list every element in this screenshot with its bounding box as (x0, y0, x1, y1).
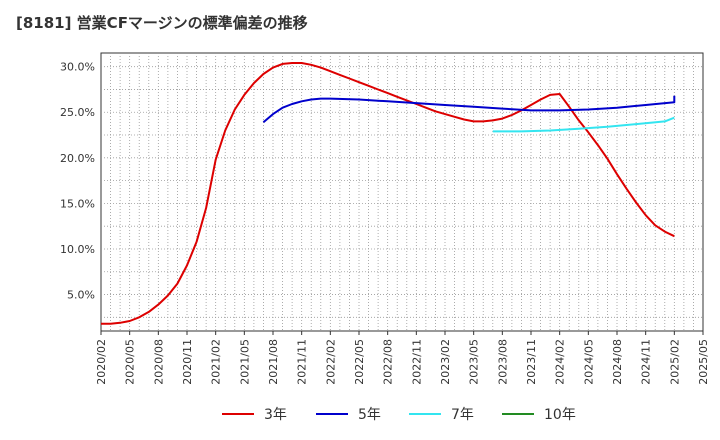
y-tick-label: 5.0% (67, 289, 95, 302)
x-tick-label: 2025/02 (668, 339, 681, 385)
y-tick-label: 20.0% (60, 152, 95, 165)
x-tick-label: 2023/08 (496, 339, 509, 385)
series-layer (101, 62, 676, 325)
x-tick-label: 2021/02 (210, 339, 223, 385)
x-tick-label: 2020/08 (152, 339, 165, 385)
y-tick-label: 25.0% (60, 106, 95, 119)
x-tick-label: 2024/11 (640, 339, 653, 385)
series-line-1 (101, 62, 675, 325)
legend-label: 5年 (358, 407, 381, 423)
x-tick-label: 2025/05 (697, 339, 710, 385)
series-line-3 (492, 116, 675, 133)
x-tick-label: 2024/02 (554, 339, 567, 385)
legend-layer: 3年 5年 7年 10年 (222, 407, 576, 423)
chart-title: [8181] 営業CFマージンの標準偏差の推移 (16, 14, 308, 32)
x-tick-label: 2022/11 (410, 339, 423, 385)
series-line-2 (262, 95, 676, 124)
y-tick-label: 10.0% (60, 243, 95, 256)
legend-label: 3年 (264, 407, 287, 423)
legend-label: 7年 (451, 407, 474, 423)
legend-label: 10年 (544, 407, 576, 423)
y-tick-label: 30.0% (60, 61, 95, 74)
x-tick-label: 2020/02 (95, 339, 108, 385)
x-tick-label: 2024/05 (582, 339, 595, 385)
x-tick-label: 2020/11 (181, 339, 194, 385)
x-tick-label: 2020/05 (124, 339, 137, 385)
x-tick-label: 2021/11 (296, 339, 309, 385)
grid-layer (100, 52, 704, 332)
x-tick-label: 2021/05 (238, 339, 251, 385)
x-tick-label: 2022/08 (382, 339, 395, 385)
x-tick-label: 2023/05 (468, 339, 481, 385)
x-tick-label: 2023/11 (525, 339, 538, 385)
x-tick-label: 2022/05 (353, 339, 366, 385)
x-tick-label: 2024/08 (611, 339, 624, 385)
x-tick-label: 2022/02 (324, 339, 337, 385)
x-tick-label: 2023/02 (439, 339, 452, 385)
y-tick-label: 15.0% (60, 197, 95, 210)
axis-layer: 5.0% 10.0% 15.0% 20.0% 25.0% 30.0% 2020/02 2020… (60, 61, 710, 385)
plot-area (100, 52, 704, 332)
x-tick-label: 2021/08 (267, 339, 280, 385)
